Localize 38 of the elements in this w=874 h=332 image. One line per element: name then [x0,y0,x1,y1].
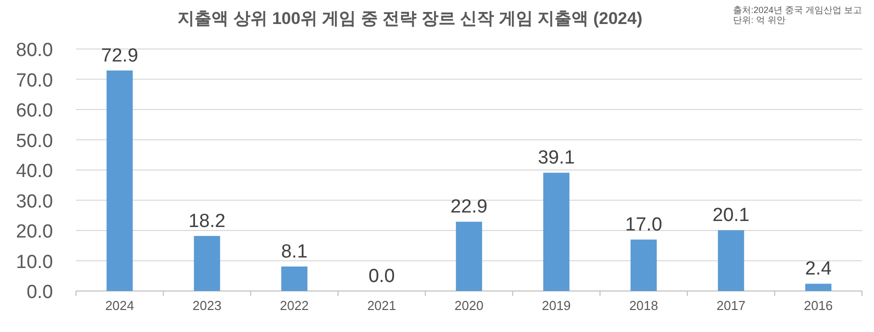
data-label: 20.1 [712,205,750,226]
data-label: 39.1 [538,148,575,169]
data-label: 2.4 [805,258,832,280]
x-tick-label: 2021 [367,298,396,313]
y-tick-label: 50.0 [16,130,53,152]
x-tick-label: 2024 [105,298,134,313]
data-label: 18.2 [188,210,226,232]
x-tick-label: 2023 [192,298,222,313]
y-tick-label: 70.0 [16,70,53,92]
x-tick-label: 2019 [542,298,571,313]
x-tick-label: 2017 [716,298,746,313]
bar [718,230,744,291]
x-tick-label: 2022 [280,298,309,313]
y-tick-label: 20.0 [16,222,53,242]
y-tick-label: 0.0 [26,282,53,303]
bar [106,70,133,291]
chart-title: 지출액 상위 100위 게임 중 전략 장르 신작 게임 지출액 (2024) [178,9,642,28]
y-tick-label: 60.0 [16,100,53,122]
data-label: 22.9 [450,196,488,218]
y-tick-label: 80.0 [16,40,53,61]
x-tick-label: 2020 [454,298,484,313]
y-tick-label: 40.0 [16,161,53,182]
bar [194,236,220,291]
bar [456,222,482,291]
y-tick-label: 10.0 [16,252,53,273]
bar [543,172,570,291]
data-label: 0.0 [368,266,395,287]
y-tick-label: 30.0 [16,191,53,212]
bar [630,240,657,291]
bar [805,284,832,291]
x-tick-label: 2016 [804,298,833,313]
data-label: 17.0 [625,214,662,236]
data-label: 72.9 [101,45,138,66]
data-label: 8.1 [281,241,308,262]
source-note: 출처:2024년 중국 게임산업 보고 [733,5,862,15]
x-tick-label: 2018 [629,298,658,313]
bar [281,266,308,291]
text: 단위: 억 위안 [733,15,786,25]
